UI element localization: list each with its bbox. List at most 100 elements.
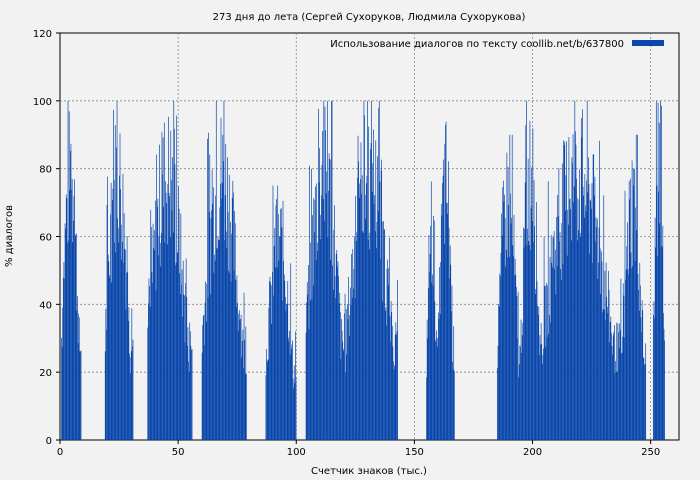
bar [537,315,539,440]
bar [529,120,531,440]
bar [363,233,364,440]
bar [572,134,574,441]
bar [439,267,440,440]
bar [293,388,295,440]
bar [358,183,360,440]
bar [657,255,658,440]
legend-swatch [632,40,664,46]
bar [184,342,186,440]
bar [554,249,556,440]
bar [451,285,453,440]
bar [79,351,81,440]
bar [348,336,350,440]
bar [447,202,449,440]
bar [286,303,287,440]
bar [579,233,581,440]
bar [274,267,276,440]
y-tick-label: 40 [39,300,52,311]
bar [188,361,189,440]
bar [394,365,396,440]
bar [172,232,174,440]
bar [588,157,589,440]
bar [117,228,119,440]
bar [153,247,155,440]
bar [654,318,655,440]
bar [497,368,498,440]
bar [78,313,80,440]
bar [122,173,124,440]
bar [380,258,381,440]
bar [605,320,606,440]
bar [208,132,209,440]
bar [312,215,313,440]
bar [147,327,149,440]
bar [621,353,622,440]
bar [120,224,122,440]
bar [537,306,538,440]
bar [317,250,319,440]
bar [309,165,310,440]
bar [285,310,287,440]
bar [445,124,446,440]
bar [369,232,371,440]
bar [267,359,269,440]
bar [661,246,663,440]
bar [592,154,594,440]
bar [273,245,275,440]
bar [613,331,615,440]
bar [559,241,560,440]
bar [516,296,518,440]
bar [541,344,543,440]
bar [110,214,111,440]
bar [517,338,518,440]
bar [215,100,217,440]
bar [339,292,341,440]
bar [230,222,231,440]
bar [221,182,223,440]
bar [573,202,574,440]
bar [106,329,107,440]
bar [592,262,593,440]
bar [521,353,522,440]
bar [598,262,599,440]
bar [112,188,114,440]
bar [500,276,501,440]
bar [212,203,214,440]
bar [65,194,67,440]
bar [379,181,381,440]
bar [231,233,232,440]
bar [239,319,241,440]
bar [77,296,78,440]
bar [341,330,343,440]
bar [127,320,129,440]
bar [352,288,354,440]
bar [164,242,166,440]
legend-label: Использование диалогов по тексту coollib… [330,39,624,50]
bar [560,279,562,440]
bar [235,279,237,440]
bar [308,264,309,440]
bar [113,109,114,440]
bar [319,214,321,440]
bar [604,270,606,440]
bar [616,322,618,440]
bar [383,221,384,440]
bar [241,340,243,440]
bar [531,221,533,440]
bar [504,217,506,440]
bar [75,233,77,440]
bar [215,195,217,440]
bar [65,228,67,440]
bar [573,186,575,440]
bar [357,135,359,440]
bar [67,242,68,440]
bar [564,141,566,440]
bar [118,242,120,440]
bar [621,352,623,440]
bar [427,338,429,440]
bar [340,358,342,440]
bar [362,231,364,440]
bar [227,211,229,440]
bar [289,330,290,440]
bar [566,141,567,440]
